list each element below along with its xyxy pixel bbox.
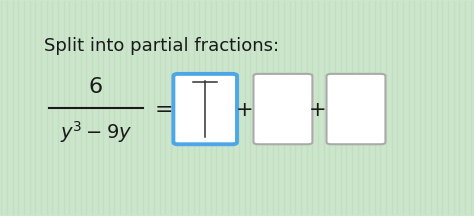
FancyBboxPatch shape: [254, 74, 312, 144]
Text: Split into partial fractions:: Split into partial fractions:: [44, 37, 279, 55]
FancyBboxPatch shape: [173, 74, 237, 144]
Text: +: +: [235, 100, 253, 120]
Text: $y^3 - 9y$: $y^3 - 9y$: [60, 120, 132, 145]
Text: 6: 6: [89, 77, 103, 97]
FancyBboxPatch shape: [327, 74, 385, 144]
Text: =: =: [155, 100, 173, 120]
Text: +: +: [309, 100, 327, 120]
